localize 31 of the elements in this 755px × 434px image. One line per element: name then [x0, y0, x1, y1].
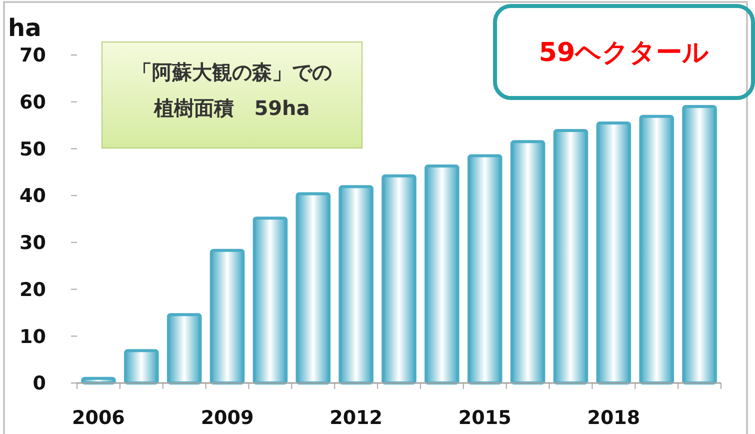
- annotation: 植樹面積 59ha: [153, 96, 310, 120]
- x-tick-label: 2012: [330, 407, 383, 429]
- y-tick-label: 60: [20, 92, 46, 114]
- bar: [252, 216, 288, 384]
- y-tick-label: 40: [20, 185, 46, 208]
- bar: [210, 248, 245, 384]
- bar: [166, 313, 202, 384]
- bar: [682, 105, 717, 384]
- bar: [338, 185, 374, 384]
- bar: [596, 121, 632, 384]
- bar: [424, 164, 460, 384]
- x-tick-label: 2009: [200, 407, 254, 429]
- bar: [467, 154, 502, 384]
- annotation: 59ヘクタール: [538, 38, 710, 68]
- y-tick-label: 0: [32, 372, 46, 395]
- bar: [510, 140, 546, 384]
- bar: [124, 349, 159, 384]
- x-tick-label: 2018: [587, 407, 640, 429]
- y-tick-label: 10: [20, 326, 46, 348]
- bar: [382, 174, 416, 384]
- y-tick-label: 20: [20, 278, 46, 301]
- bar: [553, 128, 588, 384]
- x-tick-label: 2015: [458, 407, 512, 429]
- x-tick-label: 2006: [72, 407, 125, 429]
- annotation: 「阿蘇大観の森」での: [132, 60, 332, 84]
- y-axis-title: ha: [8, 14, 42, 42]
- y-tick-label: 30: [20, 232, 46, 254]
- bar: [639, 114, 674, 384]
- y-tick-label: 50: [20, 138, 46, 160]
- y-tick-label: 70: [20, 44, 46, 67]
- bar: [296, 192, 331, 384]
